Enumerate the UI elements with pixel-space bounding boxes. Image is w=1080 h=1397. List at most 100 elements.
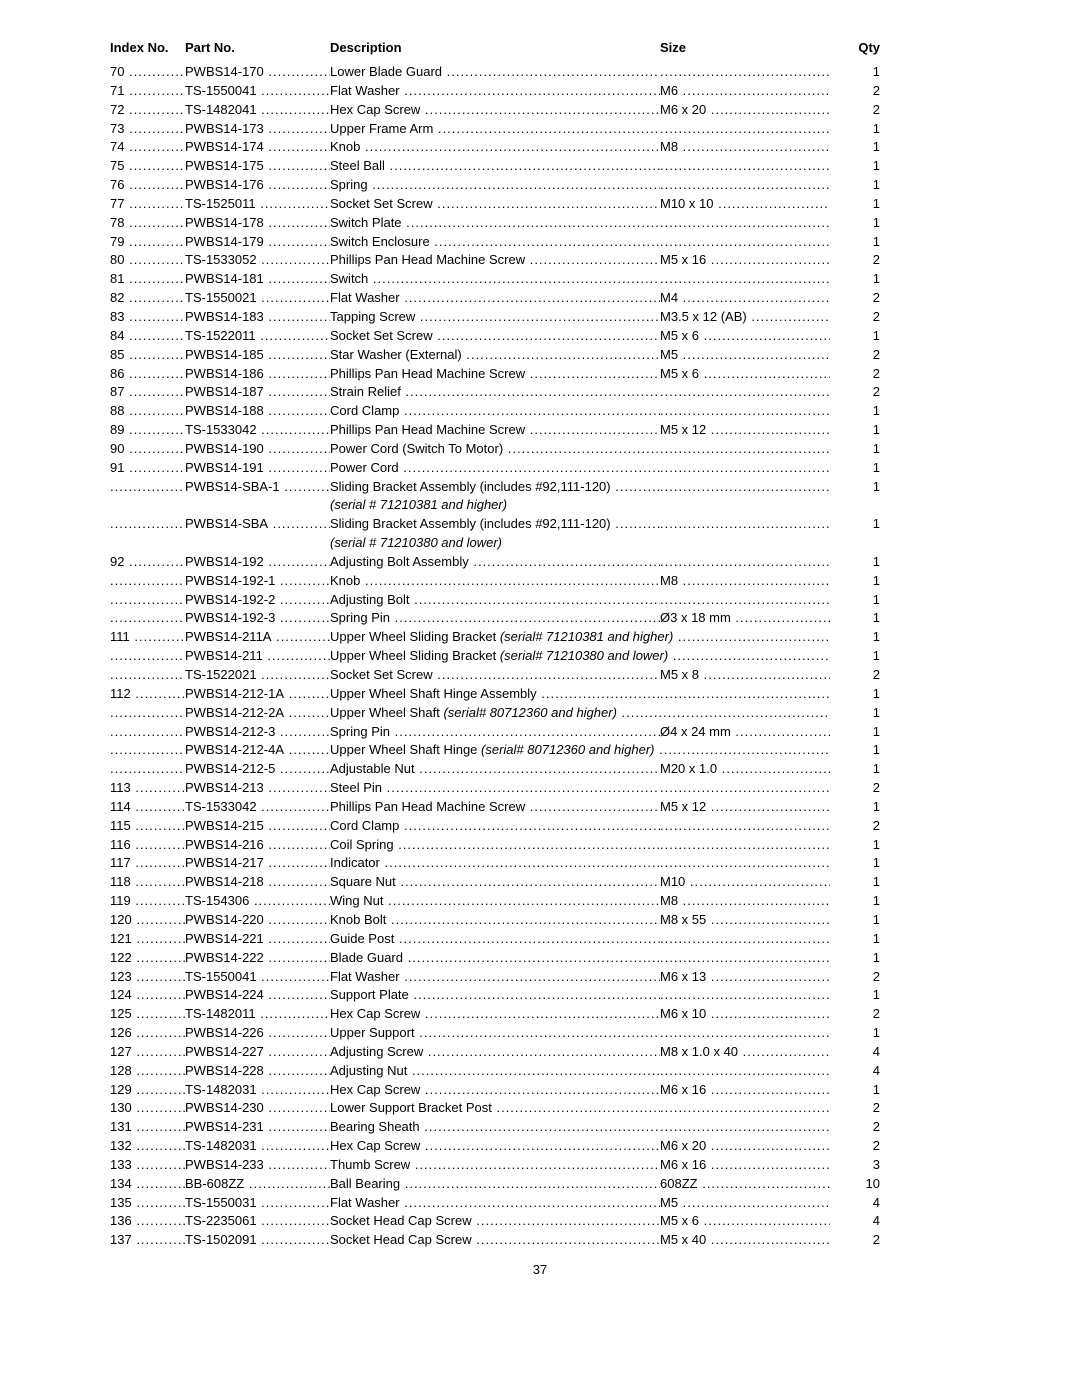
- cell-size: [660, 986, 830, 1005]
- parts-list-row: 125TS-1482011Hex Cap ScrewM6 x 102: [110, 1005, 1020, 1024]
- cell-index: 137: [110, 1231, 185, 1250]
- cell-part: BB-608ZZ: [185, 1175, 330, 1194]
- cell-part: PWBS14-173: [185, 120, 330, 139]
- cell-size: M6 x 13: [660, 968, 830, 987]
- cell-part: PWBS14-185: [185, 346, 330, 365]
- cell-desc: Flat Washer: [330, 82, 660, 101]
- cell-desc: Adjusting Nut: [330, 1062, 660, 1081]
- cell-part: TS-1550021: [185, 289, 330, 308]
- cell-part: PWBS14-213: [185, 779, 330, 798]
- cell-part: PWBS14-191: [185, 459, 330, 478]
- cell-part: PWBS14-192-2: [185, 591, 330, 610]
- cell-qty: 1: [830, 402, 880, 421]
- cell-index: 89: [110, 421, 185, 440]
- cell-qty: 1: [830, 553, 880, 572]
- cell-size: [660, 440, 830, 459]
- cell-size: [660, 402, 830, 421]
- parts-list-row: 80TS-1533052Phillips Pan Head Machine Sc…: [110, 251, 1020, 270]
- cell-size: [660, 176, 830, 195]
- header-desc: Description: [330, 40, 660, 55]
- cell-qty: 1: [830, 723, 880, 742]
- cell-qty: 2: [830, 383, 880, 402]
- cell-qty: 1: [830, 195, 880, 214]
- cell-qty: 1: [830, 609, 880, 628]
- cell-index: 70: [110, 63, 185, 82]
- cell-qty: 1: [830, 930, 880, 949]
- cell-index: 122: [110, 949, 185, 968]
- cell-qty: 1: [830, 515, 880, 534]
- cell-index: 91: [110, 459, 185, 478]
- parts-list-row: 115PWBS14-215Cord Clamp2: [110, 817, 1020, 836]
- cell-qty: 1: [830, 63, 880, 82]
- cell-index: 79: [110, 233, 185, 252]
- cell-qty: 2: [830, 666, 880, 685]
- cell-desc: Hex Cap Screw: [330, 1137, 660, 1156]
- cell-size: M8 x 55: [660, 911, 830, 930]
- cell-part: PWBS14-226: [185, 1024, 330, 1043]
- cell-part: PWBS14-212-1A: [185, 685, 330, 704]
- parts-list-row: 121PWBS14-221Guide Post1: [110, 930, 1020, 949]
- cell-index: 135: [110, 1194, 185, 1213]
- header-part: Part No.: [185, 40, 330, 55]
- parts-list-row: PWBS14-212-3Spring PinØ4 x 24 mm1: [110, 723, 1020, 742]
- cell-desc: Socket Head Cap Screw: [330, 1231, 660, 1250]
- cell-desc: Hex Cap Screw: [330, 101, 660, 120]
- cell-qty: 1: [830, 459, 880, 478]
- cell-qty: 1: [830, 440, 880, 459]
- parts-list-row: 134BB-608ZZBall Bearing608ZZ10: [110, 1175, 1020, 1194]
- parts-list-row: 71TS-1550041Flat WasherM62: [110, 82, 1020, 101]
- cell-size: [660, 233, 830, 252]
- cell-desc: Strain Relief: [330, 383, 660, 402]
- cell-desc: Upper Wheel Shaft (serial# 80712360 and …: [330, 704, 830, 723]
- cell-desc: Coil Spring: [330, 836, 660, 855]
- cell-part: PWBS14-216: [185, 836, 330, 855]
- parts-list-row: 113PWBS14-213Steel Pin2: [110, 779, 1020, 798]
- cell-size: [660, 779, 830, 798]
- cell-qty: 1: [830, 1081, 880, 1100]
- cell-part: PWBS14-179: [185, 233, 330, 252]
- cell-index: 112: [110, 685, 185, 704]
- cell-qty: 1: [830, 798, 880, 817]
- cell-qty: 1: [830, 685, 880, 704]
- cell-index: 120: [110, 911, 185, 930]
- cell-desc: Steel Ball: [330, 157, 660, 176]
- cell-part: PWBS14-211A: [185, 628, 330, 647]
- cell-index: 75: [110, 157, 185, 176]
- cell-part: PWBS14-176: [185, 176, 330, 195]
- parts-list-row: 127PWBS14-227Adjusting ScrewM8 x 1.0 x 4…: [110, 1043, 1020, 1062]
- cell-size: M5 x 16: [660, 251, 830, 270]
- cell-desc: Cord Clamp: [330, 402, 660, 421]
- parts-list-row: 130PWBS14-230Lower Support Bracket Post2: [110, 1099, 1020, 1118]
- cell-index: [110, 704, 185, 723]
- cell-desc: Socket Set Screw: [330, 666, 660, 685]
- parts-list-row: 114TS-1533042Phillips Pan Head Machine S…: [110, 798, 1020, 817]
- cell-qty: 2: [830, 346, 880, 365]
- cell-desc: Socket Set Screw: [330, 327, 660, 346]
- cell-index: [110, 666, 185, 685]
- cell-part: PWBS14-212-4A: [185, 741, 330, 760]
- parts-list-row: PWBS14-212-4AUpper Wheel Shaft Hinge (se…: [110, 741, 1020, 760]
- cell-part: PWBS14-183: [185, 308, 330, 327]
- parts-list-row: 119TS-154306Wing NutM81: [110, 892, 1020, 911]
- cell-size: M5 x 12: [660, 798, 830, 817]
- cell-part: TS-1502091: [185, 1231, 330, 1250]
- cell-qty: 1: [830, 233, 880, 252]
- cell-part: TS-1522011: [185, 327, 330, 346]
- cell-qty: 3: [830, 1156, 880, 1175]
- cell-index: 80: [110, 251, 185, 270]
- cell-qty: 4: [830, 1212, 880, 1231]
- cell-index: 131: [110, 1118, 185, 1137]
- cell-desc: Hex Cap Screw: [330, 1081, 660, 1100]
- cell-size: [660, 836, 830, 855]
- cell-index: [110, 591, 185, 610]
- cell-index: 87: [110, 383, 185, 402]
- cell-index: 127: [110, 1043, 185, 1062]
- cell-desc: Phillips Pan Head Machine Screw: [330, 251, 660, 270]
- cell-qty: 1: [830, 157, 880, 176]
- cell-size: M5: [660, 346, 830, 365]
- cell-part: PWBS14-SBA-1: [185, 478, 330, 497]
- cell-size: [660, 157, 830, 176]
- cell-desc: Upper Frame Arm: [330, 120, 660, 139]
- cell-part: PWBS14-192-3: [185, 609, 330, 628]
- cell-part: PWBS14-181: [185, 270, 330, 289]
